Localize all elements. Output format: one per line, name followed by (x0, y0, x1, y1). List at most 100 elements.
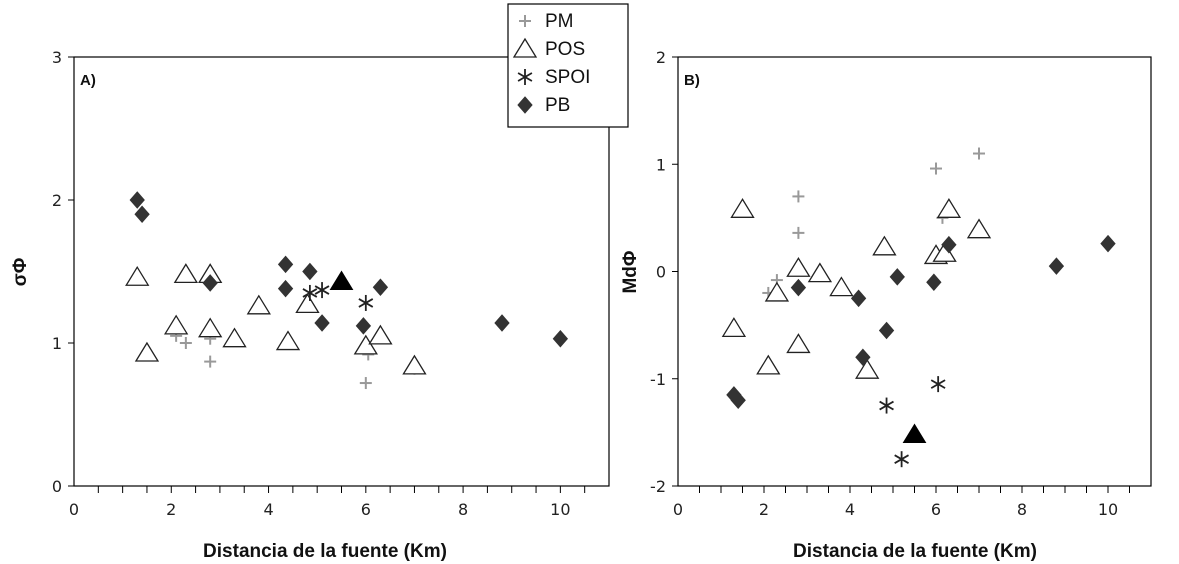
panel-a-point-pb (277, 255, 294, 274)
panel-b-x-tick-label: 10 (1098, 500, 1118, 519)
panel-a-point-pb (202, 274, 218, 292)
panel-b-x-tick-label: 8 (1017, 500, 1027, 519)
panel-a-point-pos (198, 317, 223, 338)
legend-label-spoi: SPOI (545, 67, 590, 88)
panel-b-point-pm (930, 162, 942, 175)
panel-b-x-tick-label: 4 (845, 500, 855, 519)
panel-a-point-pb (302, 262, 318, 281)
panel-a-point-pm (179, 337, 192, 349)
panel-b-x-tick-label: 2 (759, 500, 769, 519)
panel-a: A) Distancia de la fuente (Km) σΦ 0 2 4 6 8 1… (10, 48, 610, 562)
panel-b-y-tick-label: 2 (656, 48, 666, 67)
panel-a-point-pos (125, 265, 150, 286)
panel-b-point-pm (973, 147, 985, 160)
panel-a-point-pb (355, 317, 372, 335)
panel-b-y-tick-label: 0 (656, 263, 666, 282)
panel-b-point-pos (786, 257, 811, 277)
panel-a-xlabel: Distancia de la fuente (Km) (203, 541, 447, 562)
panel-a-point-pb (277, 279, 294, 298)
panel-a-point-filled-triangle (329, 270, 354, 291)
panel-a-point-pos (295, 293, 320, 314)
panel-a-point-pm (359, 377, 372, 390)
panel-b-point-pos (936, 198, 962, 218)
panel-a-x-tick-label: 2 (166, 500, 176, 519)
panel-b-point-pos (872, 235, 897, 256)
panel-a-y-tick-label: 2 (52, 191, 62, 210)
panel-b-point-pos (730, 198, 755, 218)
legend-label-pos: POS (545, 39, 585, 60)
panel-a-y-tick-label: 0 (52, 477, 62, 496)
panel-b-x-tick-label: 6 (931, 500, 941, 519)
legend-label-pm: PM (545, 11, 574, 32)
panel-b-point-pb (889, 268, 905, 286)
panel-b-point-pb (941, 235, 957, 254)
panel-b-point-pb (1048, 257, 1065, 275)
panel-b-point-spoi (930, 376, 946, 393)
panel-b-ylabel: MdΦ (620, 250, 641, 293)
panel-b-point-pos (807, 262, 833, 283)
panel-b-point-pb (855, 348, 871, 367)
panel-a-point-spoi (358, 294, 374, 311)
panel-a-marks (125, 191, 569, 390)
legend-marker-pm (519, 15, 531, 27)
panel-a-point-pos (353, 334, 378, 355)
panel-a-ylabel: σΦ (10, 257, 31, 286)
panel-b-point-pos (721, 317, 747, 337)
panel-b-x-tick-label: 0 (673, 500, 683, 519)
panel-b-point-pos (829, 276, 854, 297)
panel-b-point-spoi (879, 397, 894, 414)
panel-a-point-pm (204, 355, 217, 368)
panel-b-point-pb (730, 391, 746, 409)
legend-marker-spoi (517, 69, 533, 85)
panel-a-point-pos (368, 324, 393, 345)
panel-a-point-pb (134, 205, 150, 224)
panel-b-label: B) (684, 72, 700, 89)
panel-b-marks (721, 147, 1116, 468)
panel-b: B) Distancia de la fuente (Km) MdΦ 0 2 4 6 8… (620, 48, 1152, 562)
panel-a-point-pos (402, 354, 427, 375)
panel-b-y-tick-label: 1 (656, 155, 666, 174)
panel-b-point-pos (932, 242, 957, 262)
panel-b-plot-frame (677, 56, 1152, 487)
panel-a-point-spoi (314, 282, 330, 299)
panel-b-point-pos (786, 333, 811, 354)
panel-a-label: A) (80, 72, 96, 89)
panel-a-point-pb (552, 329, 569, 348)
panel-a-point-pos (275, 330, 301, 351)
panel-b-point-pos (756, 354, 781, 375)
panel-b-point-pb (1100, 234, 1116, 253)
panel-b-y-tick-label: -2 (650, 477, 666, 496)
panel-a-x-tick-label: 8 (458, 500, 468, 519)
panel-a-point-spoi (302, 284, 318, 301)
panel-b-xlabel: Distancia de la fuente (Km) (793, 541, 1037, 562)
panel-b-point-pm (792, 190, 805, 203)
panel-a-point-pb (314, 314, 330, 332)
panel-b-point-pm (792, 226, 805, 239)
legend: PM POS SPOI PB (507, 3, 629, 128)
panel-a-x-tick-label: 10 (550, 500, 570, 519)
panel-b-point-pos (966, 218, 992, 239)
panel-b-point-pos (764, 281, 790, 302)
legend-marker-pb (517, 96, 533, 114)
panel-a-point-pb (494, 314, 510, 332)
panel-b-point-pb (850, 289, 867, 308)
panel-a-point-pb (372, 278, 389, 296)
panel-a-point-pos (163, 314, 189, 335)
panel-b-point-pb (878, 321, 895, 340)
legend-box (507, 3, 629, 128)
panel-a-point-pos (222, 327, 247, 348)
panel-a-x-tick-label: 0 (69, 500, 79, 519)
panel-b-point-pb (926, 273, 942, 291)
panel-a-y-tick-label: 3 (52, 48, 62, 67)
panel-a-point-pos (246, 294, 271, 315)
panel-b-point-pb (790, 278, 807, 297)
panel-a-ticks: 0 2 4 6 8 10 0 1 2 3 (52, 48, 586, 519)
panel-b-point-filled-triangle (902, 423, 927, 444)
legend-marker-pos (512, 37, 538, 58)
panel-a-y-tick-label: 1 (52, 334, 62, 353)
panel-b-ticks: 0 2 4 6 8 10 -2 -1 0 1 2 (650, 48, 1130, 519)
panel-a-point-pos (173, 263, 199, 284)
panel-b-y-tick-label: -1 (650, 370, 666, 389)
panel-a-point-pb (129, 191, 145, 209)
